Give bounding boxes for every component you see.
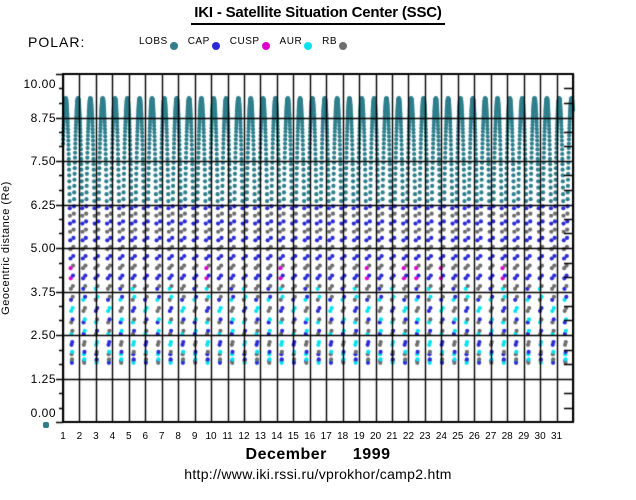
x-day-label: 9 [191,431,198,442]
satellite-label: POLAR: [28,34,86,50]
x-day-label: 15 [287,431,299,442]
x-day-label: 21 [386,431,398,442]
legend-item-label: CUSP [229,36,260,47]
y-tick-label: 1.25 [30,371,56,386]
x-axis-month-label: December 1999 [0,446,636,464]
x-day-label: 25 [452,431,464,442]
x-day-label: 4 [109,431,116,442]
x-day-label: 31 [550,431,563,442]
plot-canvas [55,66,583,428]
lobs-dot-icon [169,42,178,50]
x-day-label: 7 [158,431,165,442]
legend-item-label: AUR [279,36,303,47]
x-day-label: 12 [238,431,250,442]
legend-item-cap: CAP [188,36,220,50]
x-day-label: 30 [534,431,546,442]
x-day-label: 20 [370,431,382,442]
title-row: IKI - Satellite Situation Center (SSC) [0,4,636,25]
x-day-label: 24 [435,431,447,442]
cusp-dot-icon [261,42,270,50]
legend-item-rb: RB [322,36,348,50]
legend-item-label: LOBS [139,36,168,47]
x-day-label: 1 [60,431,66,442]
x-day-label: 3 [93,431,99,442]
x-day-label: 11 [222,431,233,442]
y-tick-label: 10.00 [23,77,56,91]
y-tick-label: 8.75 [30,110,56,125]
stray-data-point [43,422,49,428]
x-day-label: 10 [205,431,217,442]
x-day-label: 6 [142,431,149,442]
y-tick-label: 6.25 [30,197,56,212]
x-day-label: 5 [126,431,132,442]
x-day-label: 19 [353,431,365,442]
x-day-label: 16 [304,431,316,442]
legend: LOBS CAP CUSP AUR RB [139,36,357,50]
rb-dot-icon [339,42,348,50]
x-day-label: 13 [254,431,266,442]
x-day-label: 22 [402,431,415,442]
x-day-label: 29 [518,431,530,442]
aur-dot-icon [304,42,313,50]
y-tick-label: 5.00 [30,241,56,255]
year-label: 1999 [352,446,391,463]
y-tick-label: 2.50 [30,328,56,342]
legend-item-aur: AUR [280,36,313,50]
y-tick-label: 0.00 [30,406,56,420]
page-title: IKI - Satellite Situation Center (SSC) [191,4,445,25]
source-url: http://www.iki.rssi.ru/vprokhor/camp2.ht… [184,466,452,482]
y-tick-label: 3.75 [30,284,56,299]
y-tick-label: 7.50 [30,154,56,168]
x-day-label: 23 [419,431,431,442]
x-day-label: 2 [76,431,83,442]
x-day-label: 14 [271,431,283,442]
legend-item-label: RB [322,36,338,47]
x-day-label: 18 [337,431,349,442]
x-day-label: 17 [320,431,332,442]
legend-item-cusp: CUSP [230,36,270,50]
legend-item-label: CAP [187,36,210,47]
x-day-label: 26 [468,431,480,442]
x-day-label: 28 [501,431,513,442]
x-day-label: 27 [485,431,497,442]
cap-dot-icon [211,42,220,50]
legend-item-lobs: LOBS [139,36,178,50]
month-label: December [245,446,327,463]
x-day-label: 8 [175,431,181,442]
